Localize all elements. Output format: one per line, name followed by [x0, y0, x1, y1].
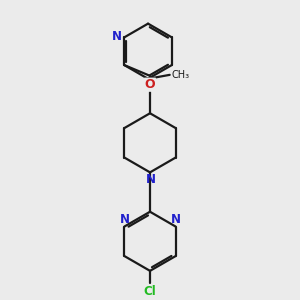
- Text: N: N: [112, 30, 122, 43]
- Text: CH₃: CH₃: [172, 70, 190, 80]
- Text: N: N: [146, 173, 156, 186]
- Text: N: N: [119, 212, 129, 226]
- Text: N: N: [171, 212, 181, 226]
- Text: O: O: [145, 78, 155, 91]
- Text: Cl: Cl: [144, 285, 156, 298]
